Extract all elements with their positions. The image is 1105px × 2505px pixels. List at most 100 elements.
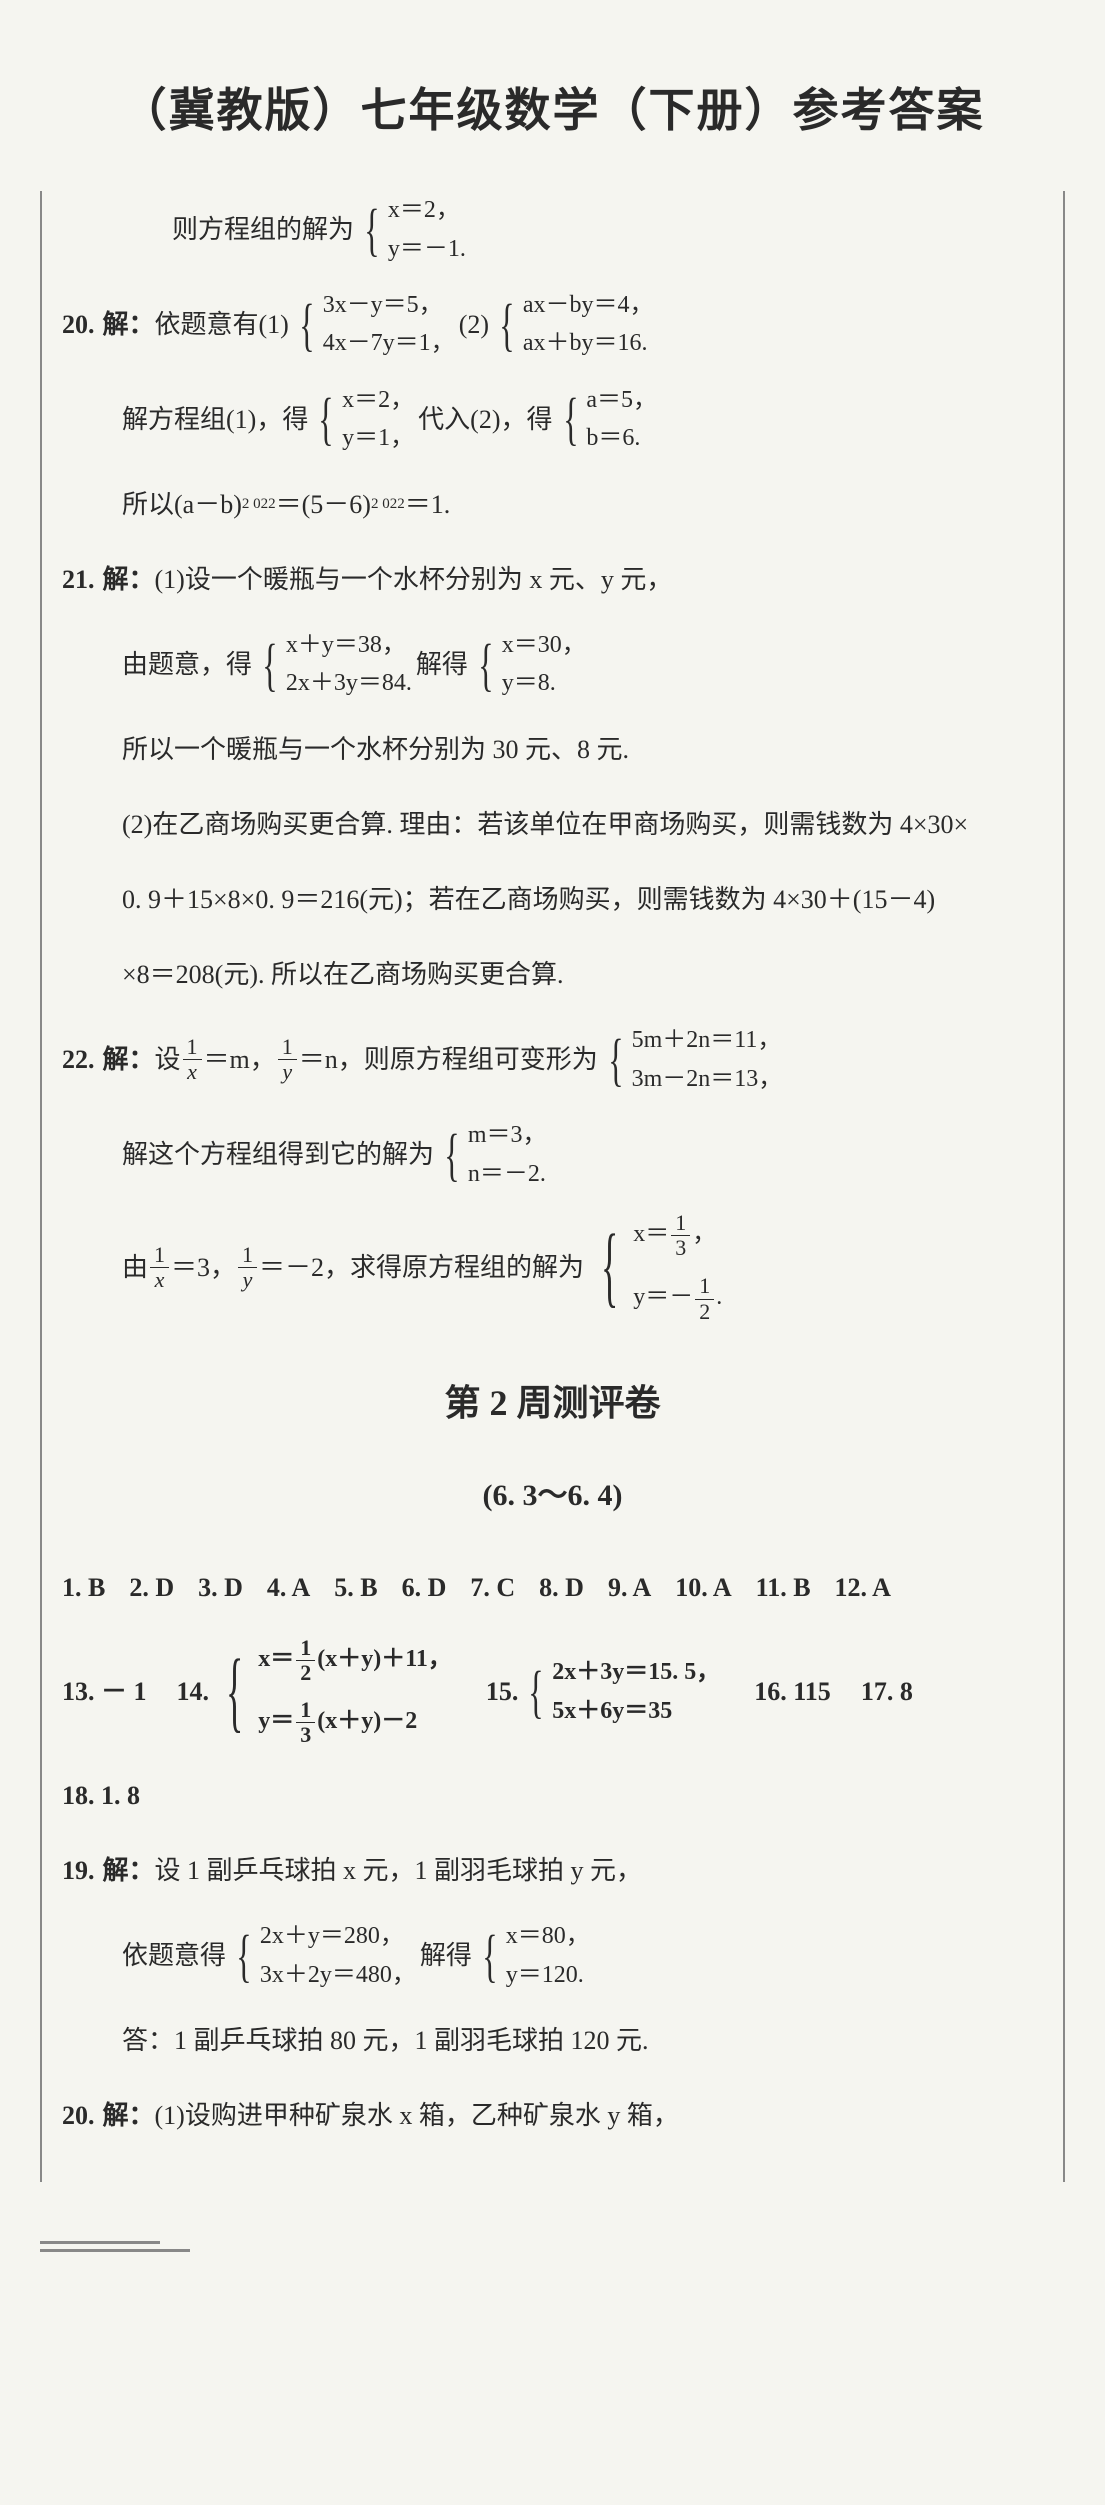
label: 解： — [103, 296, 155, 353]
pre-line: 则方程组的解为 { x＝2， y＝－1. — [62, 191, 1043, 268]
question-number: 20. — [62, 296, 95, 353]
eq: x＝2， — [388, 191, 466, 229]
mc-item: 7. C — [470, 1559, 515, 1616]
mc-item: 10. A — [675, 1559, 731, 1616]
ans-15: 15. { 2x＋3y＝15. 5， 5x＋6y＝35 — [486, 1653, 724, 1730]
eq: x＝12(x＋y)＋11， — [258, 1636, 452, 1685]
denominator: 2 — [695, 1300, 714, 1324]
fill-answer-row: 13. － 1 14. { x＝12(x＋y)＋11， y＝13(x＋y)－2 … — [62, 1636, 1043, 1747]
text: ＝(5－6) — [276, 476, 371, 533]
q21-line1: 21. 解： (1)设一个暖瓶与一个水杯分别为 x 元、y 元， — [62, 551, 1043, 608]
numerator: 1 — [695, 1274, 714, 1299]
eq: n＝－2. — [468, 1155, 547, 1193]
text: ＝3， — [171, 1239, 236, 1296]
text: y＝－ — [633, 1285, 693, 1311]
brace-group: { x＝30， y＝8. — [472, 626, 586, 703]
fraction: 1y — [278, 1035, 297, 1084]
fraction: 1x — [150, 1243, 169, 1292]
fraction: 13 — [671, 1211, 690, 1260]
brace-group: { a＝5， b＝6. — [557, 381, 658, 458]
exponent: 2 022 — [371, 488, 405, 521]
brace-group: { m＝3， n＝－2. — [438, 1116, 547, 1193]
exponent: 2 022 — [242, 488, 276, 521]
text: 解得 — [420, 1927, 472, 1984]
eq: y＝120. — [506, 1956, 590, 1994]
denominator: y — [278, 1060, 296, 1084]
brace-icon: { — [608, 1035, 623, 1084]
numerator: 1 — [183, 1035, 202, 1060]
text: 解这个方程组得到它的解为 — [122, 1126, 434, 1183]
denominator: y — [239, 1268, 257, 1292]
eq: 3x－y＝5， — [323, 286, 455, 324]
eq: 2x＋y＝280， — [260, 1917, 416, 1955]
section-subtitle: (6. 3～6. 4) — [62, 1463, 1043, 1529]
mc-answer-row: 1. B 2. D 3. D 4. A 5. B 6. D 7. C 8. D … — [62, 1559, 1043, 1616]
brace-icon: { — [478, 640, 493, 689]
q19-line1: 19. 解： 设 1 副乒乓球拍 x 元，1 副羽毛球拍 y 元， — [62, 1842, 1043, 1899]
brace-icon: { — [364, 205, 379, 254]
eq: 4x－7y＝1， — [323, 324, 455, 362]
brace-icon: { — [499, 300, 514, 349]
fraction: 13 — [296, 1698, 315, 1747]
question-number: 22. — [62, 1031, 95, 1088]
text: ＝m， — [204, 1031, 276, 1088]
denominator: x — [151, 1268, 169, 1292]
brace-icon: { — [563, 394, 578, 443]
footer-decoration — [40, 2222, 1065, 2252]
eq: 2x＋3y＝84. — [286, 664, 412, 702]
text: 解得 — [416, 636, 468, 693]
mc-item: 6. D — [402, 1559, 447, 1616]
text: (1)设一个暖瓶与一个水杯分别为 x 元、y 元， — [155, 551, 673, 608]
brace-group: { x＝2， y＝－1. — [358, 191, 466, 268]
text: 代入(2)，得 — [418, 391, 552, 448]
text: 依题意有(1) — [155, 296, 289, 353]
text: 由题意，得 — [122, 636, 252, 693]
label: 解： — [103, 551, 155, 608]
question-number: 19. — [62, 1842, 95, 1899]
text: 18. 1. 8 — [62, 1767, 140, 1824]
denominator: x — [183, 1060, 201, 1084]
denominator: 2 — [296, 1661, 315, 1685]
brace-group: { 3x－y＝5， 4x－7y＝1， — [293, 286, 455, 363]
fraction: 1x — [183, 1035, 202, 1084]
fraction: 1y — [238, 1243, 257, 1292]
eq: 3m－2n＝13， — [632, 1060, 783, 1098]
eq: 2x＋3y＝15. 5， — [552, 1653, 720, 1691]
eq: x＝30， — [502, 626, 586, 664]
q20b-line1: 20. 解： (1)设购进甲种矿泉水 x 箱，乙种矿泉水 y 箱， — [62, 2087, 1043, 2144]
eq: y＝1， — [342, 419, 414, 457]
q19-line2: 依题意得 { 2x＋y＝280， 3x＋2y＝480， 解得 { x＝80， y… — [62, 1917, 1043, 1994]
brace-group: { x＝12(x＋y)＋11， y＝13(x＋y)－2 — [213, 1636, 452, 1747]
brace-group: { 2x＋3y＝15. 5， 5x＋6y＝35 — [522, 1653, 720, 1730]
brace-icon: { — [529, 1667, 544, 1716]
q21-line4: (2)在乙商场购买更合算. 理由：若该单位在甲商场购买，则需钱数为 4×30× — [62, 796, 1043, 853]
text: 设 1 副乒乓球拍 x 元，1 副羽毛球拍 y 元， — [155, 1842, 643, 1899]
text: ×8＝208(元). 所以在乙商场购买更合算. — [122, 946, 563, 1003]
numerator: 1 — [296, 1698, 315, 1723]
text: (2)在乙商场购买更合算. 理由：若该单位在甲商场购买，则需钱数为 4×30× — [122, 796, 968, 853]
eq: y＝－1. — [388, 230, 466, 268]
q21-line3: 所以一个暖瓶与一个水杯分别为 30 元、8 元. — [62, 721, 1043, 778]
ans-18: 18. 1. 8 — [62, 1767, 1043, 1824]
text: (1)设购进甲种矿泉水 x 箱，乙种矿泉水 y 箱， — [155, 2087, 679, 2144]
eq: 5m＋2n＝11， — [632, 1021, 783, 1059]
q22-line3: 由 1x ＝3， 1y ＝－2，求得原方程组的解为 { x＝13， y＝－12. — [62, 1211, 1043, 1324]
mc-item: 1. B — [62, 1559, 105, 1616]
text: ， — [692, 1221, 716, 1247]
label: 15. — [486, 1663, 519, 1720]
q22-line1: 22. 解： 设 1x ＝m， 1y ＝n，则原方程组可变形为 { 5m＋2n＝… — [62, 1021, 1043, 1098]
text: 依题意得 — [122, 1927, 226, 1984]
brace-group: { ax－by＝4， ax＋by＝16. — [493, 286, 654, 363]
q20-line2: 解方程组(1)，得 { x＝2， y＝1， 代入(2)，得 { a＝5， b＝6… — [62, 381, 1043, 458]
eq: m＝3， — [468, 1116, 547, 1154]
text: 设 — [155, 1031, 181, 1088]
mc-item: 8. D — [539, 1559, 584, 1616]
text: (x＋y)＋11， — [317, 1646, 452, 1672]
text: 解方程组(1)，得 — [122, 391, 308, 448]
brace-icon: { — [299, 300, 314, 349]
brace-icon: { — [226, 1656, 243, 1728]
mc-item: 3. D — [198, 1559, 243, 1616]
eq: ax＋by＝16. — [523, 324, 654, 362]
mc-item: 5. B — [334, 1559, 377, 1616]
eq: 3x＋2y＝480， — [260, 1956, 416, 1994]
